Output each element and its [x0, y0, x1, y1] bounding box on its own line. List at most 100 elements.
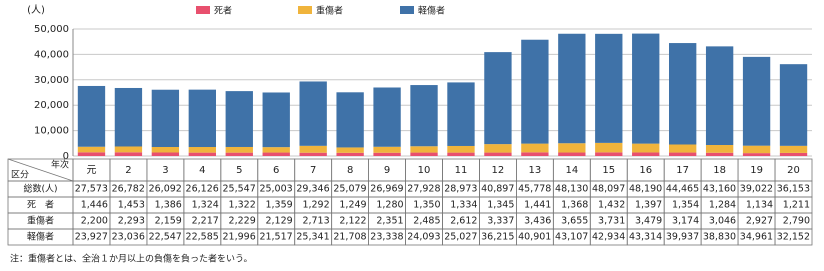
table-value: 3,479: [635, 216, 662, 227]
table-value: 1,368: [561, 200, 588, 211]
legend-label: 死者: [214, 6, 232, 17]
table-value: 3,046: [709, 216, 736, 227]
table-value: 22,547: [149, 232, 182, 243]
table-value: 1,280: [376, 200, 403, 211]
table-value: 2,217: [192, 216, 219, 227]
row-label: 死 者: [27, 200, 54, 211]
table-year: 12: [492, 165, 505, 176]
bar-segment: [188, 147, 216, 153]
table-value: 21,996: [223, 232, 256, 243]
y-tick-label: 50,000: [34, 24, 69, 35]
table-value: 23,338: [370, 232, 403, 243]
table-value: 3,436: [524, 216, 551, 227]
bar-segment: [521, 39, 549, 144]
table-value: 23,927: [75, 232, 108, 243]
bar-segment: [188, 152, 216, 156]
bar-segment: [262, 152, 290, 156]
table-year: 20: [787, 165, 800, 176]
bar-segment: [521, 143, 549, 153]
table-value: 21,708: [333, 232, 366, 243]
bar-segment: [742, 145, 771, 154]
table-value: 40,897: [481, 184, 514, 195]
table-value: 24,093: [407, 232, 440, 243]
table-value: 2,129: [265, 216, 292, 227]
table-year: 5: [236, 165, 242, 176]
bar-segment: [225, 146, 253, 153]
table-value: 36,215: [481, 232, 514, 243]
table-value: 3,731: [598, 216, 625, 227]
bar-segment: [410, 152, 438, 156]
table-value: 27,573: [75, 184, 108, 195]
row-label: 重傷者: [27, 215, 54, 227]
table-value: 1,334: [450, 200, 477, 211]
legend-label: 軽傷者: [418, 5, 445, 17]
table-value: 1,386: [155, 200, 182, 211]
table-year: 7: [310, 165, 316, 176]
legend-swatch: [196, 6, 210, 14]
table-year: 6: [273, 165, 279, 176]
bar-segment: [410, 146, 438, 153]
bar-segment: [632, 152, 660, 156]
bar-segment: [447, 82, 475, 146]
bar-segment: [299, 152, 327, 156]
bar-segment: [742, 56, 771, 146]
table-value: 1,134: [746, 200, 773, 211]
y-tick-label: 20,000: [34, 100, 69, 111]
table-value: 42,934: [592, 232, 625, 243]
bar-segment: [77, 146, 106, 153]
table-value: 1,211: [783, 200, 810, 211]
table-value: 27,928: [407, 184, 440, 195]
bar-segment: [521, 152, 549, 156]
table-value: 22,585: [186, 232, 219, 243]
table-value: 1,324: [192, 200, 219, 211]
bar-segment: [705, 152, 734, 156]
bar-segment: [779, 64, 808, 146]
bar-segment: [484, 152, 512, 156]
bar-segment: [484, 52, 512, 145]
bar-segment: [225, 152, 253, 156]
y-tick-label: 0: [63, 151, 69, 162]
table-value: 40,901: [518, 232, 551, 243]
table-value: 1,432: [598, 200, 625, 211]
bar-segment: [632, 33, 660, 144]
bar-segment: [779, 152, 808, 156]
table-value: 2,200: [81, 216, 108, 227]
table-value: 1,249: [339, 200, 366, 211]
table-year: 11: [455, 165, 468, 176]
bar-segment: [188, 89, 216, 148]
table-value: 25,003: [259, 184, 292, 195]
table-year: 18: [713, 165, 726, 176]
table-value: 43,314: [629, 232, 662, 243]
bar-segment: [77, 85, 106, 147]
table-value: 39,937: [666, 232, 699, 243]
table-value: 1,397: [635, 200, 662, 211]
table-value: 2,612: [450, 216, 477, 227]
bar-segment: [299, 145, 327, 153]
legend-label: 重傷者: [316, 5, 343, 17]
table-year: 19: [750, 165, 763, 176]
row-label: 総数(人): [23, 183, 57, 195]
bar-segment: [151, 152, 180, 156]
bar-segment: [225, 91, 253, 147]
table-diagonal: [7, 158, 74, 182]
table-value: 1,441: [524, 200, 551, 211]
table-year: 8: [347, 165, 353, 176]
table-value: 23,036: [112, 232, 145, 243]
table-value: 44,465: [666, 184, 699, 195]
bar-segment: [373, 146, 401, 153]
table-header-category: 区分: [11, 170, 29, 181]
bar-segment: [669, 144, 697, 153]
bar-segment: [632, 143, 660, 153]
table-value: 25,341: [296, 232, 329, 243]
table-value: 32,152: [777, 232, 810, 243]
table-value: 3,174: [672, 216, 699, 227]
table-year: 10: [418, 165, 431, 176]
legend-swatch: [400, 6, 414, 14]
bar-segment: [742, 153, 771, 156]
table-year: 2: [125, 165, 131, 176]
bar-segment: [705, 46, 734, 146]
table-value: 2,229: [229, 216, 256, 227]
table-value: 29,346: [296, 184, 329, 195]
bar-segment: [299, 81, 327, 146]
